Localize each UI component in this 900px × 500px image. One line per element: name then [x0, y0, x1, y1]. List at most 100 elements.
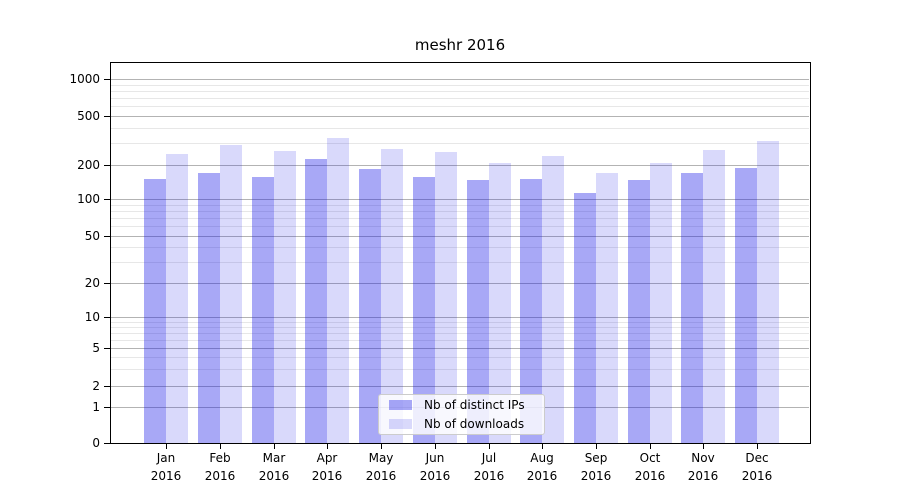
- x-tick-label: Apr 2016: [311, 451, 343, 483]
- gridline-major: [111, 317, 809, 318]
- bar-nb-of-distinct-ips: [574, 193, 596, 443]
- x-tick-mark: [757, 444, 758, 449]
- bar-nb-of-distinct-ips: [252, 177, 274, 443]
- x-tick-mark: [274, 444, 275, 449]
- x-tick-label: Mar 2016: [258, 451, 290, 483]
- bar-nb-of-downloads: [489, 163, 511, 443]
- bar-nb-of-distinct-ips: [305, 159, 327, 443]
- gridline-minor: [111, 333, 809, 334]
- y-tick-label: 1: [92, 400, 100, 414]
- y-tick-label: 10: [84, 310, 100, 324]
- x-tick-label: Sep 2016: [580, 451, 612, 483]
- x-tick-mark: [381, 444, 382, 449]
- bar-nb-of-downloads: [327, 138, 349, 443]
- y-tick-mark: [104, 407, 110, 408]
- x-tick-label: Jul 2016: [473, 451, 505, 483]
- y-tick-label: 2: [92, 379, 100, 393]
- x-tick-label: Dec 2016: [741, 451, 773, 483]
- gridline-minor: [111, 211, 809, 212]
- bar-nb-of-downloads: [274, 151, 296, 443]
- y-tick-label: 500: [77, 109, 100, 123]
- legend-swatch-distinct-ips: [389, 400, 412, 410]
- gridline-minor: [111, 85, 809, 86]
- gridline-major: [111, 199, 809, 200]
- gridline-minor: [111, 247, 809, 248]
- x-tick-mark: [703, 444, 704, 449]
- bar-nb-of-downloads: [650, 163, 672, 443]
- y-tick-mark: [104, 283, 110, 284]
- bar-nb-of-distinct-ips: [359, 169, 381, 443]
- gridline-minor: [111, 322, 809, 323]
- y-tick-mark: [104, 386, 110, 387]
- gridline-minor: [111, 91, 809, 92]
- spine-left: [110, 62, 111, 444]
- x-tick-label: Aug 2016: [526, 451, 558, 483]
- bar-nb-of-distinct-ips: [735, 168, 757, 443]
- y-tick-label: 1000: [69, 72, 100, 86]
- gridline-minor: [111, 369, 809, 370]
- gridline-minor: [111, 340, 809, 341]
- gridline-minor: [111, 357, 809, 358]
- gridline-major: [111, 165, 809, 166]
- x-tick-mark: [489, 444, 490, 449]
- x-tick-mark: [542, 444, 543, 449]
- y-tick-label: 0: [92, 436, 100, 450]
- bar-nb-of-downloads: [542, 156, 564, 443]
- y-tick-mark: [104, 116, 110, 117]
- y-tick-mark: [104, 348, 110, 349]
- y-tick-label: 200: [77, 158, 100, 172]
- legend-label-downloads: Nb of downloads: [424, 417, 525, 431]
- bar-nb-of-downloads: [166, 154, 188, 443]
- gridline-major: [111, 236, 809, 237]
- gridline-minor: [111, 106, 809, 107]
- x-tick-label: May 2016: [365, 451, 397, 483]
- gridline-minor: [111, 218, 809, 219]
- x-tick-label: Jun 2016: [419, 451, 451, 483]
- x-tick-mark: [596, 444, 597, 449]
- y-tick-label: 50: [84, 229, 100, 243]
- y-tick-mark: [104, 199, 110, 200]
- gridline-major: [111, 116, 809, 117]
- spine-right: [810, 62, 811, 444]
- y-tick-label: 100: [77, 192, 100, 206]
- x-tick-label: Jan 2016: [150, 451, 182, 483]
- gridline-major: [111, 348, 809, 349]
- y-tick-label: 20: [84, 276, 100, 290]
- bar-nb-of-downloads: [757, 141, 779, 443]
- gridline-major: [111, 283, 809, 284]
- x-tick-mark: [327, 444, 328, 449]
- bar-nb-of-downloads: [220, 145, 242, 443]
- gridline-minor: [111, 262, 809, 263]
- bar-nb-of-downloads: [435, 152, 457, 443]
- gridline-minor: [111, 98, 809, 99]
- x-tick-label: Oct 2016: [634, 451, 666, 483]
- x-tick-mark: [166, 444, 167, 449]
- gridline-minor: [111, 205, 809, 206]
- gridline-minor: [111, 226, 809, 227]
- bar-nb-of-downloads: [381, 149, 403, 443]
- gridline-minor: [111, 327, 809, 328]
- y-tick-mark: [104, 79, 110, 80]
- y-tick-mark: [104, 443, 110, 444]
- x-tick-label: Nov 2016: [687, 451, 719, 483]
- legend: Nb of distinct IPs Nb of downloads: [378, 394, 545, 435]
- chart-title: meshr 2016: [414, 36, 506, 54]
- bar-nb-of-downloads: [596, 173, 618, 443]
- gridline-major: [111, 79, 809, 80]
- bar-nb-of-distinct-ips: [681, 173, 703, 443]
- gridline-major: [111, 386, 809, 387]
- legend-label-distinct-ips: Nb of distinct IPs: [424, 398, 525, 412]
- bar-nb-of-downloads: [703, 150, 725, 443]
- x-tick-label: Feb 2016: [204, 451, 236, 483]
- y-tick-label: 5: [92, 341, 100, 355]
- x-tick-mark: [650, 444, 651, 449]
- legend-entry-downloads: Nb of downloads: [387, 416, 536, 432]
- bar-nb-of-distinct-ips: [628, 180, 650, 443]
- bar-nb-of-distinct-ips: [413, 177, 435, 443]
- bar-nb-of-distinct-ips: [144, 179, 166, 443]
- y-tick-mark: [104, 317, 110, 318]
- bar-nb-of-distinct-ips: [520, 179, 542, 443]
- y-tick-mark: [104, 236, 110, 237]
- x-tick-mark: [220, 444, 221, 449]
